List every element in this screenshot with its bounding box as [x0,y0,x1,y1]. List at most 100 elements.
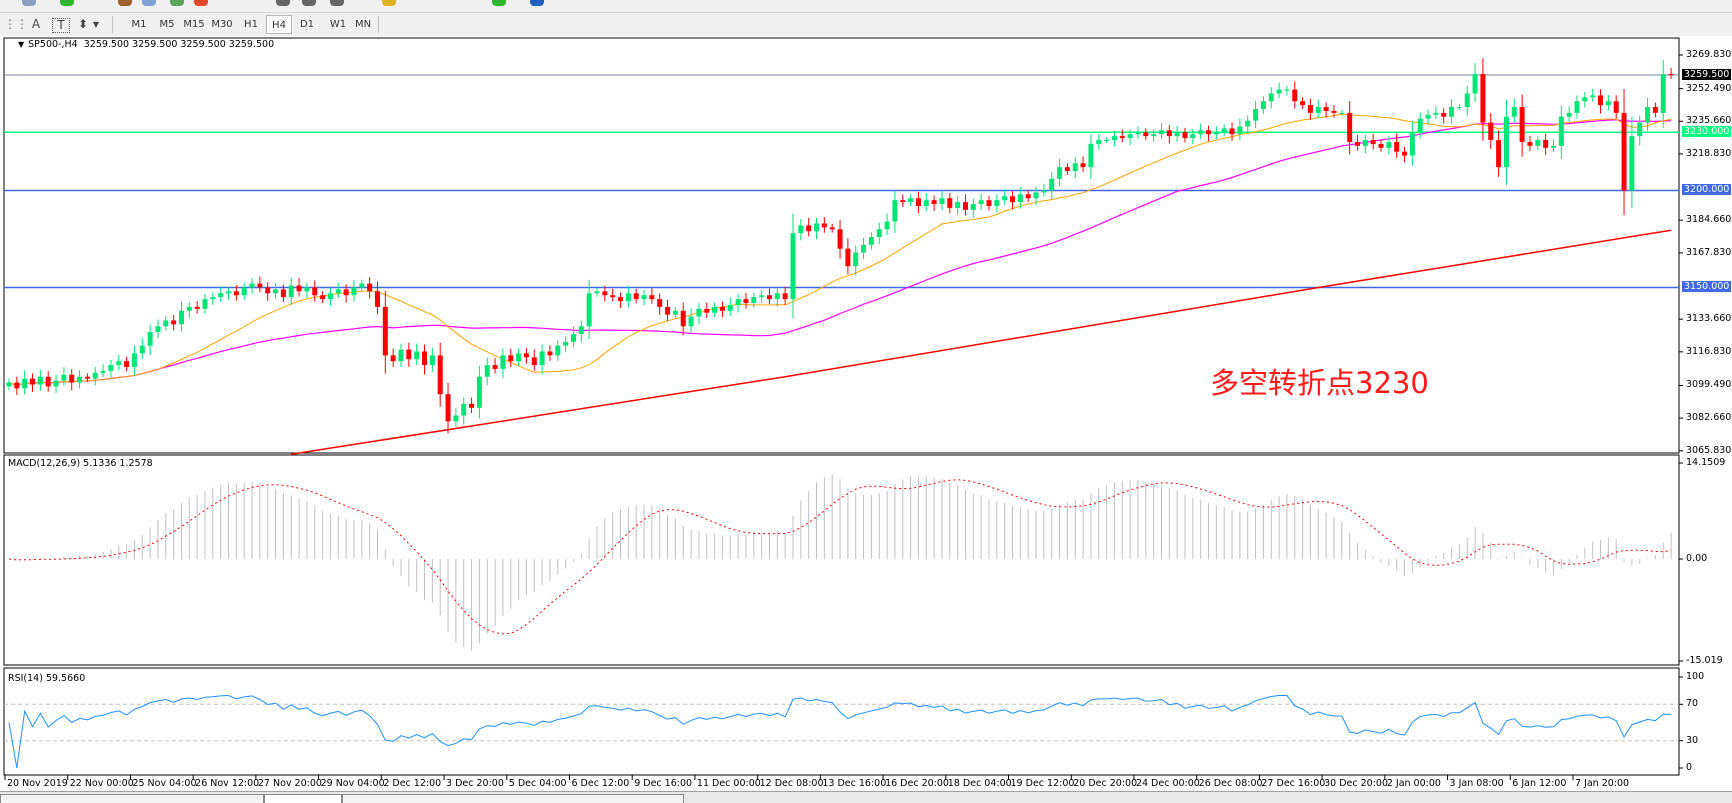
timeframe-mn[interactable]: MN [354,19,372,30]
timeframe-m30[interactable]: M30 [211,19,233,30]
candle-bull[interactable] [759,295,765,298]
candle-bear[interactable] [280,289,286,298]
candle-bear[interactable] [1307,105,1313,113]
candle-bear[interactable] [523,353,529,358]
candle-bear[interactable] [382,306,388,356]
candle-bear[interactable] [320,295,326,300]
candle-bear[interactable] [633,293,639,300]
candle-bull[interactable] [1456,107,1462,109]
candle-bear[interactable] [610,295,616,298]
stop-icon[interactable] [194,0,208,6]
candle-bear[interactable] [618,297,624,302]
candle-bear[interactable] [390,355,396,362]
candle-bear[interactable] [296,285,302,292]
candle-bear[interactable] [680,310,686,327]
candle-bear[interactable] [1527,141,1533,146]
candle-bull[interactable] [1449,107,1455,117]
candle-bull[interactable] [37,376,43,385]
candle-bear[interactable] [1025,194,1031,199]
candle-bull[interactable] [939,198,945,205]
candle-bull[interactable] [131,353,137,368]
candle-bull[interactable] [735,299,741,305]
candle-bear[interactable] [806,225,812,232]
candle-bull[interactable] [351,287,357,296]
candle-bear[interactable] [124,361,130,368]
candle-bear[interactable] [374,291,380,307]
candle-bear[interactable] [508,355,514,362]
candle-bear[interactable] [343,289,349,296]
candle-bull[interactable] [727,304,733,311]
candle-bear[interactable] [845,248,851,267]
chart-bar-icon[interactable] [276,0,290,6]
candle-bear[interactable] [1182,132,1188,139]
candle-bull[interactable] [1558,116,1564,146]
candle-bear[interactable] [657,299,663,307]
candle-bull[interactable] [1637,122,1643,137]
candle-bear[interactable] [437,355,443,395]
candle-bull[interactable] [241,287,247,296]
grid-icon[interactable]: ⋮⋮ [4,17,28,31]
candle-bear[interactable] [312,287,318,296]
arrows-icon[interactable]: ⬍ [77,17,89,31]
candle-bull[interactable] [1260,101,1266,109]
chart-tab[interactable] [342,794,684,803]
candle-bull[interactable] [1605,101,1611,106]
candle-bear[interactable] [30,378,36,385]
add-indicator-icon[interactable] [492,0,506,6]
text-icon[interactable]: A [31,17,41,31]
candle-bear[interactable] [1080,163,1086,168]
candle-bull[interactable] [1253,108,1259,121]
candle-bear[interactable] [947,198,953,208]
candle-bull[interactable] [1284,89,1290,91]
candle-bull[interactable] [1190,134,1196,139]
candle-bear[interactable] [1394,141,1400,152]
candle-bull[interactable] [398,349,404,362]
candle-bull[interactable] [1072,163,1078,172]
candle-bull[interactable] [1268,93,1274,102]
candle-bear[interactable] [1480,74,1486,123]
candle-bear[interactable] [986,200,992,206]
candle-bull[interactable] [539,351,545,366]
candle-bear[interactable] [766,295,772,300]
candle-bear[interactable] [1496,140,1502,168]
candle-bull[interactable] [327,293,333,300]
candle-bear[interactable] [1010,196,1016,203]
candle-bear[interactable] [743,299,749,303]
candle-bear[interactable] [719,306,725,311]
candle-bull[interactable] [1472,74,1478,94]
globe-icon[interactable] [530,0,544,6]
candle-bull[interactable] [1503,116,1509,168]
candle-bear[interactable] [837,229,843,249]
candle-bull[interactable] [22,378,28,389]
candle-bull[interactable] [1660,74,1666,113]
annotation-text[interactable]: 多空转折点3230 [1210,366,1429,400]
candle-bull[interactable] [1590,95,1596,98]
candle-bull[interactable] [1198,130,1204,135]
candle-bull[interactable] [108,365,114,371]
candle-bear[interactable] [931,200,937,205]
candle-bear[interactable] [821,223,827,228]
candle-bull[interactable] [1582,97,1588,102]
candle-bull[interactable] [1111,136,1117,141]
candle-bear[interactable] [1229,128,1235,135]
candle-bull[interactable] [414,351,420,360]
candle-bear[interactable] [1402,151,1408,156]
candle-bull[interactable] [790,233,796,300]
candle-bull[interactable] [147,332,153,346]
candle-bull[interactable] [500,355,506,369]
candle-bear[interactable] [1143,132,1149,137]
candle-bull[interactable] [453,415,459,422]
candle-bull[interactable] [798,225,804,234]
candle-bull[interactable] [884,221,890,230]
candle-bear[interactable] [45,376,51,387]
candle-bear[interactable] [84,376,90,379]
candle-bull[interactable] [1088,143,1094,168]
candle-bear[interactable] [1652,107,1658,113]
candle-bull[interactable] [1127,134,1133,139]
candle-bull[interactable] [288,285,294,298]
timeframe-m15[interactable]: M15 [183,19,205,30]
candle-bull[interactable] [1315,107,1321,113]
candle-bear[interactable] [782,293,788,300]
candle-bear[interactable] [492,365,498,369]
candle-bull[interactable] [978,200,984,205]
